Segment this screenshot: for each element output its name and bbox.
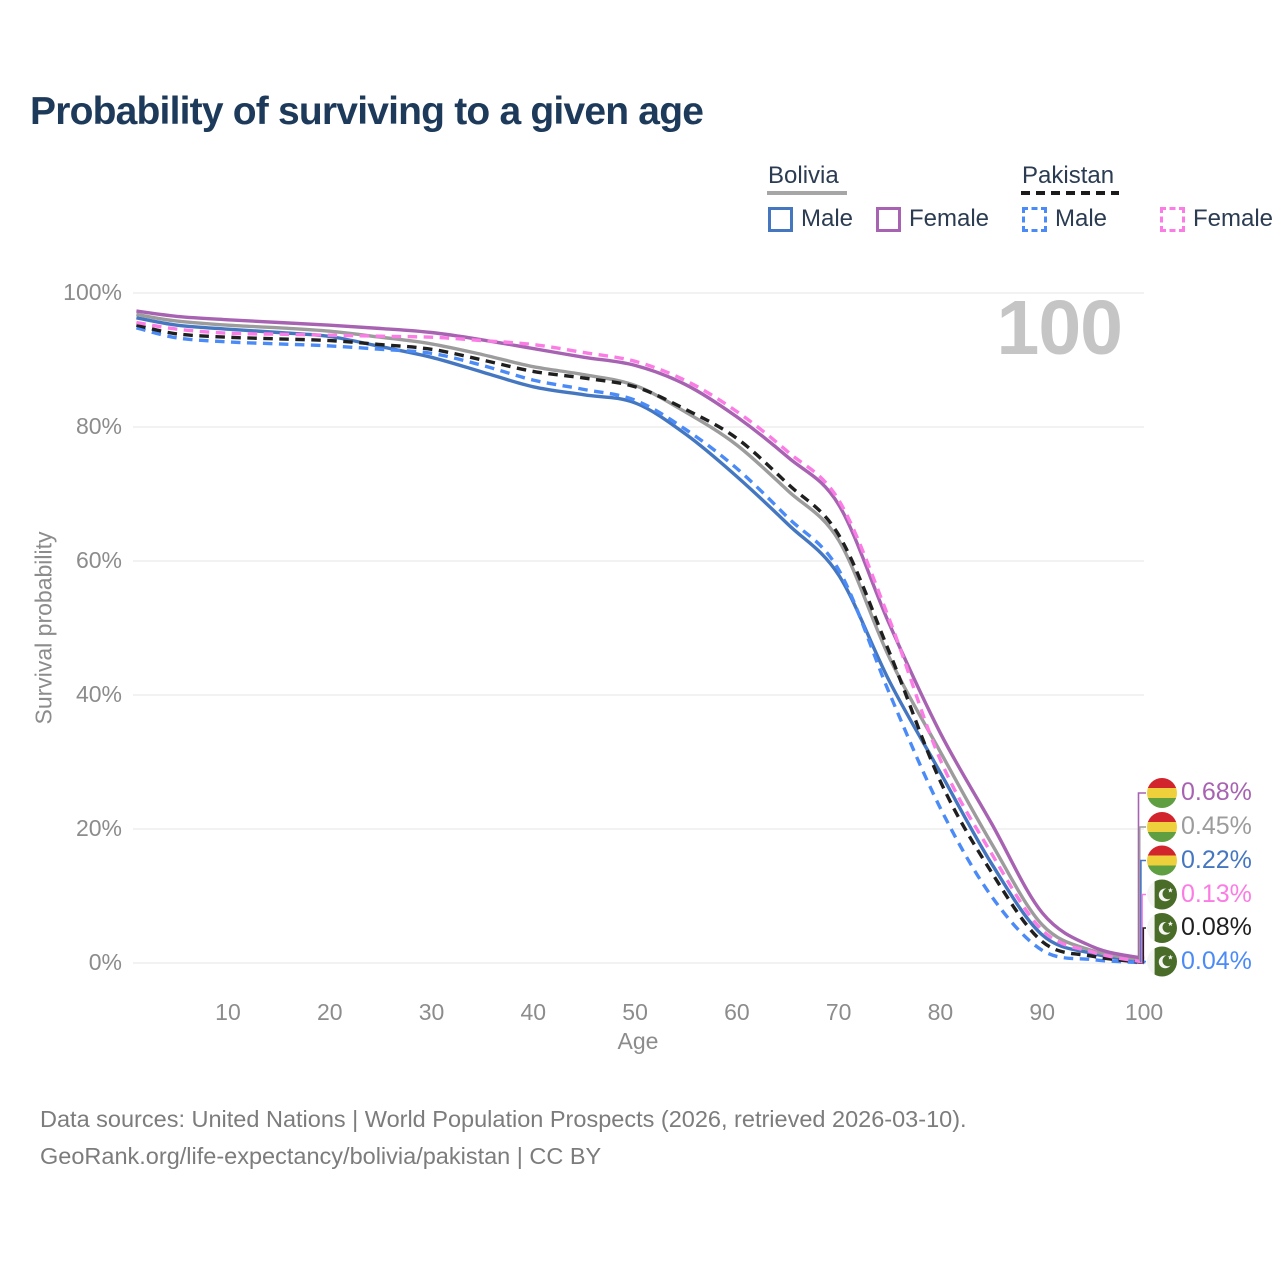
pakistan-flag-icon — [1147, 913, 1177, 943]
y-tick-label-0: 0% — [88, 949, 122, 975]
x-tick-label-80: 80 — [927, 999, 954, 1025]
series-line-bolivia-female — [136, 309, 1145, 961]
legend-label-bolivia-male: Male — [801, 205, 854, 232]
legend-label-bolivia-female: Female — [909, 205, 990, 232]
legend-swatch-bolivia-male — [768, 207, 793, 232]
y-tick-label-60: 60% — [75, 547, 122, 573]
y-axis-title: Survival probability — [30, 531, 57, 725]
page-title: Probability of surviving to a given age — [30, 90, 704, 133]
bolivia-flag-icon — [1147, 812, 1177, 842]
legend-country-pakistan: Pakistan — [1022, 162, 1115, 189]
end-label-pakistan-all: 0.08% — [1181, 913, 1252, 941]
end-label-bolivia-male: 0.22% — [1181, 845, 1252, 874]
legend-label-pakistan-female: Female — [1193, 205, 1274, 232]
end-label-bolivia-female: 0.68% — [1181, 778, 1252, 806]
series-line-pakistan-all — [136, 323, 1145, 965]
end-label-bolivia-all: 0.45% — [1181, 812, 1252, 840]
bolivia-solid-line-swatch — [767, 191, 847, 195]
connector-pakistan-male — [1143, 960, 1146, 964]
x-tick-label-40: 40 — [520, 999, 547, 1025]
x-tick-label-50: 50 — [622, 999, 648, 1025]
y-tick-label-40: 40% — [75, 681, 122, 707]
legend-label-pakistan-male: Male — [1055, 205, 1108, 232]
connector-pakistan-all — [1142, 927, 1146, 964]
legend-country-bolivia: Bolivia — [768, 162, 839, 189]
pakistan-flag-icon — [1147, 879, 1177, 910]
bolivia-flag-icon — [1147, 778, 1177, 808]
series-line-bolivia-male — [136, 316, 1145, 964]
legend-swatch-bolivia-female — [876, 207, 901, 232]
x-tick-label-30: 30 — [418, 999, 445, 1025]
y-tick-label-20: 20% — [75, 815, 122, 841]
y-tick-label-100: 100% — [63, 279, 122, 305]
x-axis-title: Age — [617, 1028, 659, 1054]
y-tick-label-80: 80% — [75, 413, 122, 439]
end-label-pakistan-female: 0.13% — [1181, 879, 1252, 908]
x-tick-label-90: 90 — [1029, 999, 1056, 1025]
legend-swatch-pakistan-female — [1160, 207, 1185, 232]
footer-sources-line: Data sources: United Nations | World Pop… — [40, 1106, 967, 1132]
x-tick-label-60: 60 — [724, 999, 750, 1025]
pakistan-flag-icon — [1147, 946, 1177, 977]
end-label-pakistan-male: 0.04% — [1181, 946, 1252, 975]
bolivia-flag-icon — [1147, 845, 1177, 876]
series-line-pakistan-female — [136, 320, 1145, 964]
x-tick-label-10: 10 — [215, 999, 241, 1025]
watermark-age-100: 100 — [996, 285, 1123, 371]
legend-swatch-pakistan-male — [1022, 207, 1047, 232]
pakistan-dashed-line-swatch — [1021, 191, 1119, 195]
footer-url-line: GeoRank.org/life-expectancy/bolivia/paki… — [40, 1143, 602, 1169]
x-tick-label-70: 70 — [825, 999, 852, 1025]
x-tick-label-100: 100 — [1124, 999, 1164, 1025]
x-tick-label-20: 20 — [316, 999, 343, 1025]
